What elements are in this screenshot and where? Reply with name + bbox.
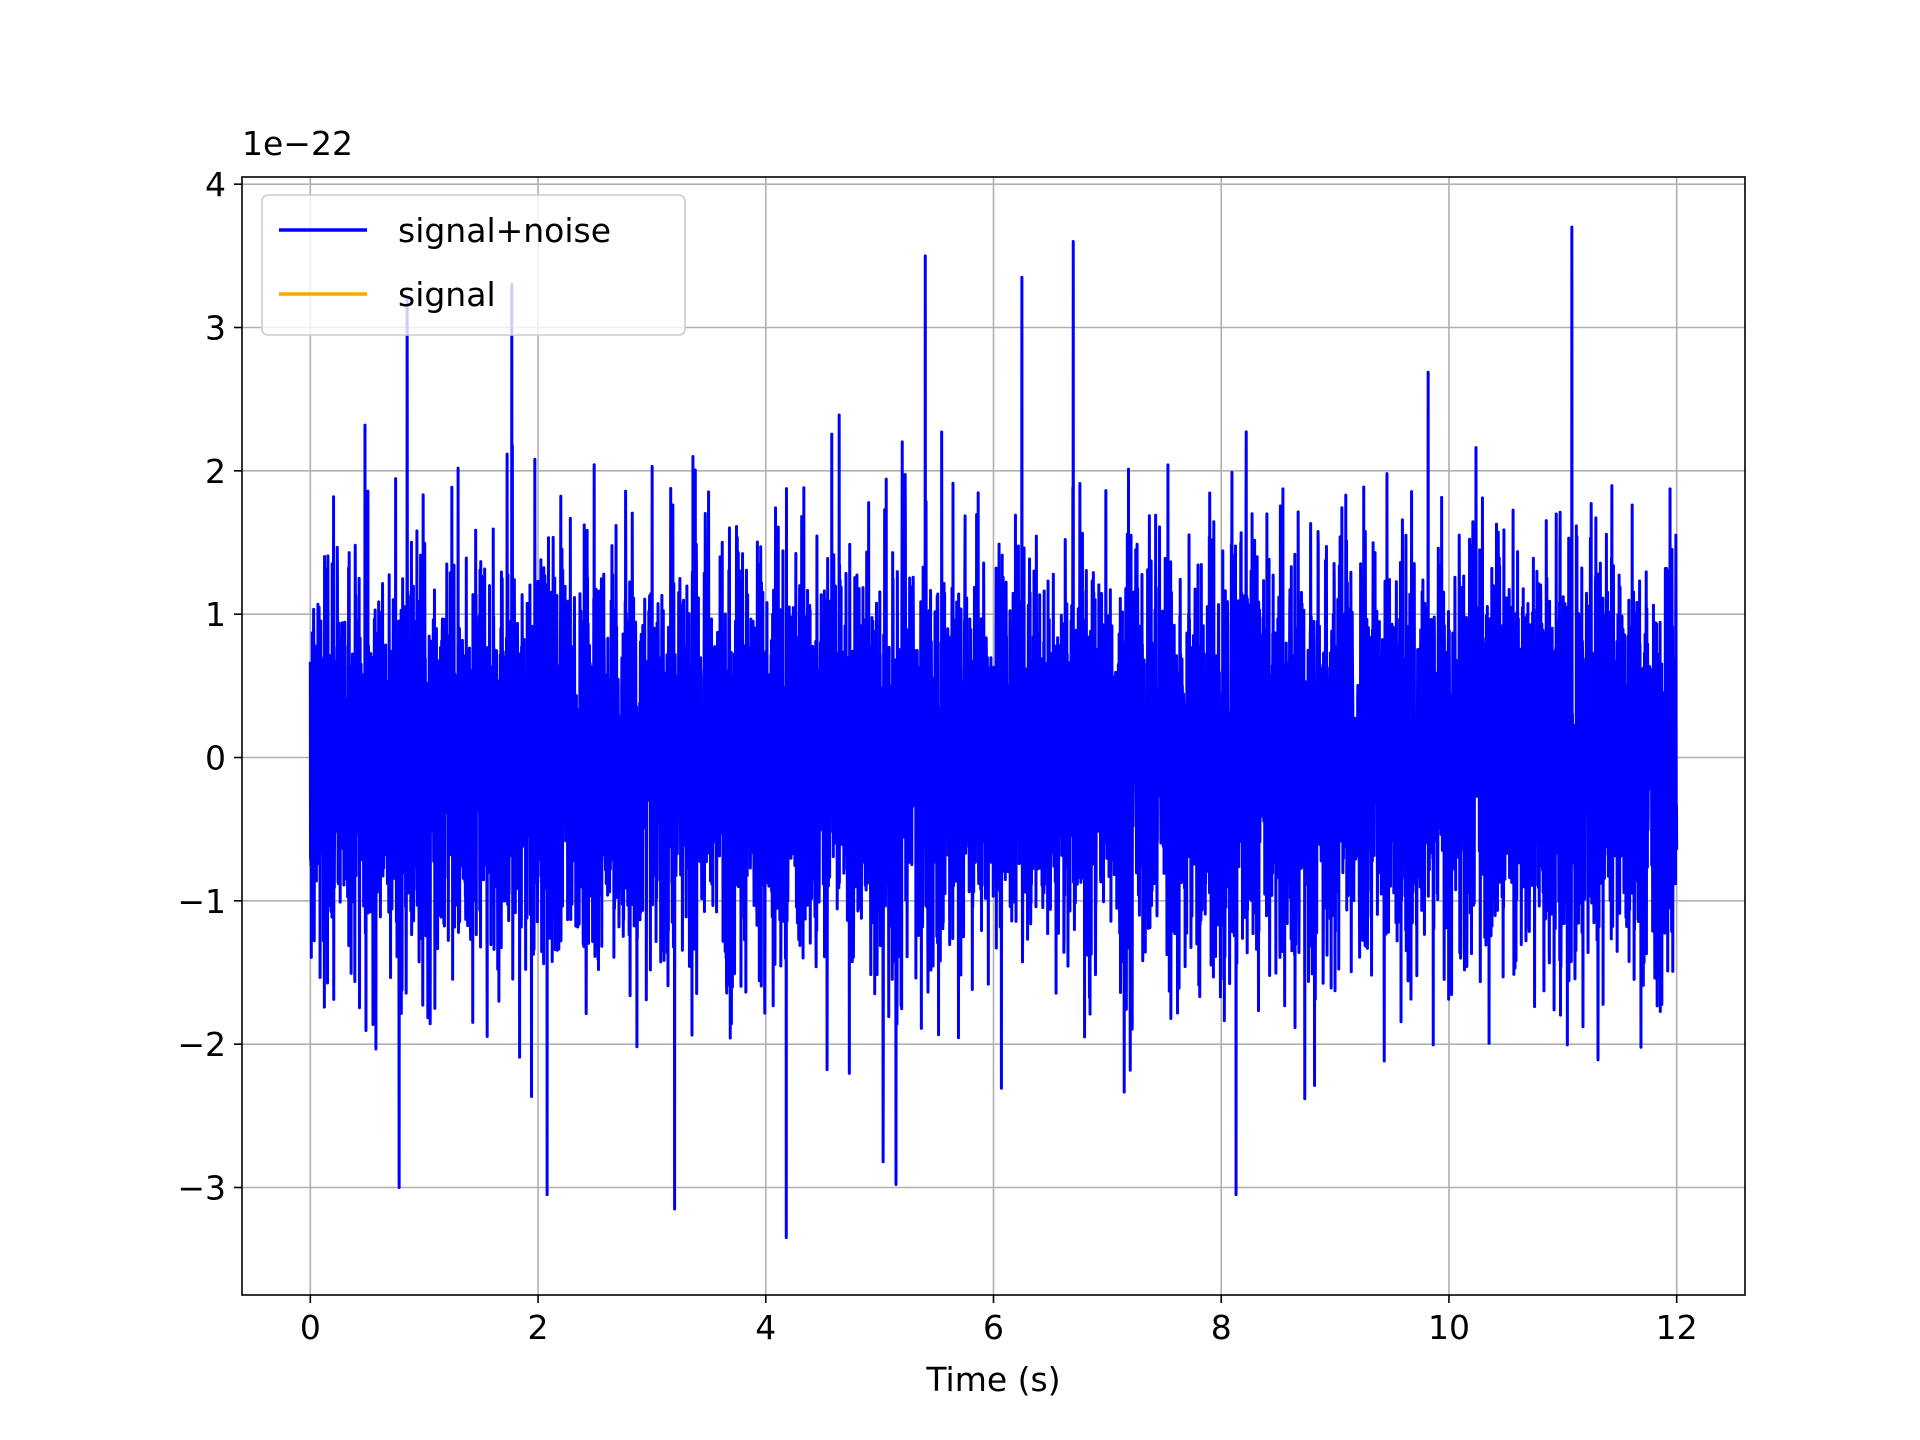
- series-line-signal-noise: [308, 225, 1679, 1240]
- y-tick-label: 3: [205, 309, 226, 348]
- y-tick-label: 4: [205, 165, 226, 204]
- y-axis-ticks: −3 −2 −1 0 1 2 3 4: [177, 165, 242, 1208]
- legend-box: [261, 194, 686, 336]
- x-tick-label: 12: [1656, 1308, 1698, 1347]
- legend-label-signal-noise: signal+noise: [398, 211, 611, 250]
- y-tick-label: 2: [205, 452, 226, 491]
- x-axis-ticks: 0 2 4 6 8 10 12: [300, 1295, 1698, 1347]
- x-tick-label: 0: [300, 1308, 321, 1347]
- y-tick-label: −2: [177, 1025, 226, 1064]
- y-tick-label: 1: [205, 595, 226, 634]
- x-tick-label: 6: [983, 1308, 1004, 1347]
- y-tick-label: 0: [205, 739, 226, 778]
- plot-series: [308, 225, 1679, 1240]
- x-axis-label: Time (s): [925, 1360, 1060, 1399]
- x-tick-label: 2: [528, 1308, 549, 1347]
- legend-label-signal: signal: [398, 275, 496, 314]
- y-tick-label: −3: [177, 1169, 226, 1208]
- legend: signal+noise signal: [261, 194, 686, 336]
- y-axis-offset-label: 1e−22: [242, 124, 353, 163]
- x-tick-label: 8: [1211, 1308, 1232, 1347]
- y-tick-label: −1: [177, 882, 226, 921]
- x-tick-label: 4: [755, 1308, 776, 1347]
- x-tick-label: 10: [1428, 1308, 1470, 1347]
